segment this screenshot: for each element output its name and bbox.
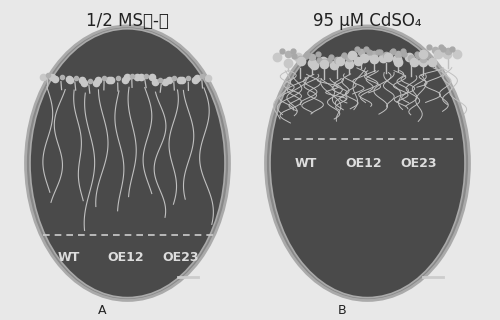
- Text: 95 μM CdSO₄: 95 μM CdSO₄: [313, 12, 422, 30]
- Text: A: A: [98, 304, 107, 317]
- Text: OE12: OE12: [345, 157, 382, 170]
- Ellipse shape: [26, 26, 230, 300]
- Text: WT: WT: [295, 157, 318, 170]
- Ellipse shape: [266, 26, 470, 300]
- Text: WT: WT: [58, 251, 80, 264]
- Ellipse shape: [270, 29, 465, 298]
- Text: OE12: OE12: [108, 251, 144, 264]
- Text: OE23: OE23: [400, 157, 436, 170]
- Ellipse shape: [30, 29, 225, 298]
- Text: B: B: [338, 304, 347, 317]
- Text: 1/2 MS（-）: 1/2 MS（-）: [86, 12, 169, 30]
- Text: OE23: OE23: [162, 251, 199, 264]
